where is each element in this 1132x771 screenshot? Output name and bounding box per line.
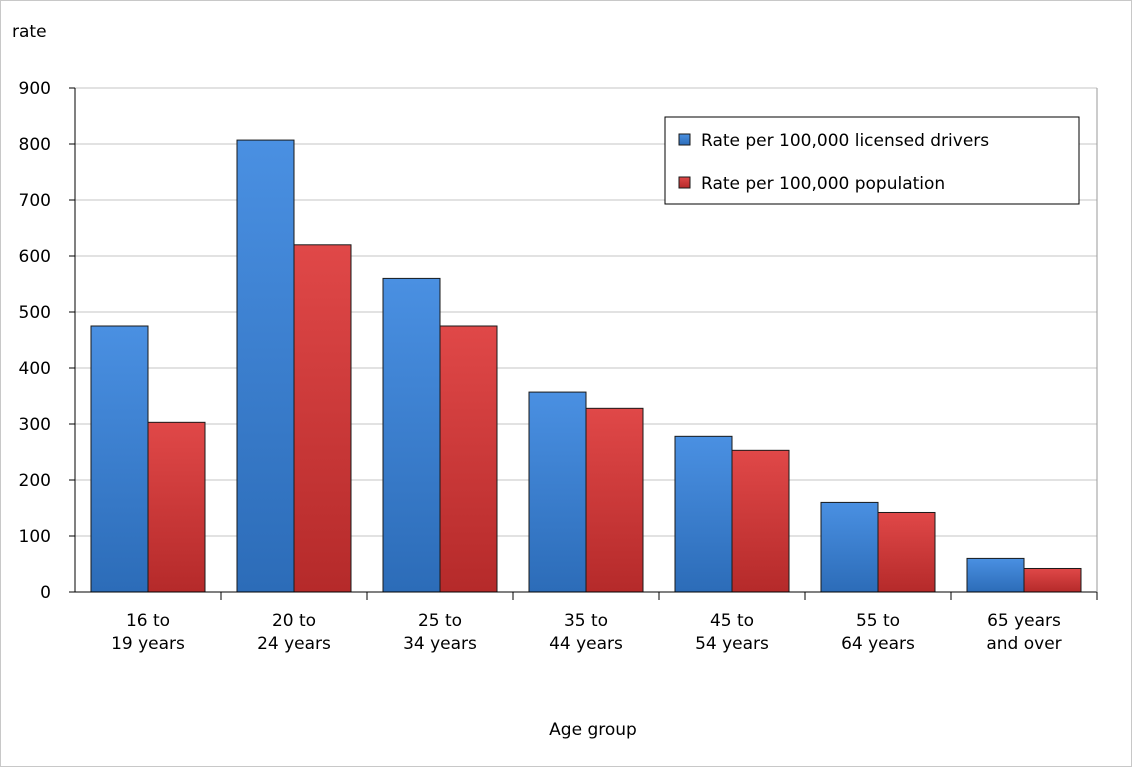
legend: Rate per 100,000 licensed drivers Rate pe… — [664, 116, 1080, 205]
legend-swatch — [678, 176, 691, 189]
y-tick-label: 100 — [19, 527, 51, 547]
y-tick-label: 900 — [19, 79, 51, 99]
bar-series-2 — [439, 325, 498, 593]
bar-series-2 — [1023, 567, 1082, 593]
y-tick-label: 700 — [19, 191, 51, 211]
x-tick-label: 16 to 19 years — [111, 611, 185, 654]
legend-swatch — [678, 133, 691, 146]
y-tick-label: 200 — [19, 471, 51, 491]
bars — [90, 139, 1082, 593]
legend-label: Rate per 100,000 population — [701, 174, 945, 194]
axes — [74, 88, 1098, 593]
bar-series-1 — [236, 139, 295, 593]
bar-series-1 — [528, 391, 587, 593]
legend-label: Rate per 100,000 licensed drivers — [701, 131, 989, 151]
bar-series-1 — [90, 325, 149, 593]
bar-series-1 — [966, 557, 1025, 593]
y-tick-label: 500 — [19, 303, 51, 323]
y-tick-labels: 0 100 200 300 400 500 600 700 800 900 — [19, 79, 51, 603]
bar-series-2 — [585, 407, 644, 593]
y-tick-label: 400 — [19, 359, 51, 379]
y-tick-label: 300 — [19, 415, 51, 435]
x-tick-label: 55 to 64 years — [841, 611, 915, 654]
y-axis-label: rate — [12, 22, 47, 42]
bar-series-1 — [820, 501, 879, 593]
x-tick-label: 45 to 54 years — [695, 611, 769, 654]
x-tick-labels: 16 to 19 years 20 to 24 years 25 to 34 years 3… — [111, 592, 1098, 654]
y-tick-label: 0 — [40, 583, 51, 603]
bar-series-1 — [674, 435, 733, 593]
bar-series-2 — [877, 511, 936, 593]
legend-box — [664, 116, 1080, 205]
x-tick-label: 20 to 24 years — [257, 611, 331, 654]
y-tick-label: 800 — [19, 135, 51, 155]
x-tick-label: 65 years and over — [986, 611, 1061, 654]
x-tick-label: 35 to 44 years — [549, 611, 623, 654]
x-tick-label: 25 to 34 years — [403, 611, 477, 654]
bar-series-2 — [731, 449, 790, 593]
x-axis-label: Age group — [549, 720, 637, 740]
bar-series-2 — [147, 421, 206, 593]
bar-series-1 — [382, 277, 441, 593]
bar-series-2 — [293, 244, 352, 593]
y-tick-label: 600 — [19, 247, 51, 267]
